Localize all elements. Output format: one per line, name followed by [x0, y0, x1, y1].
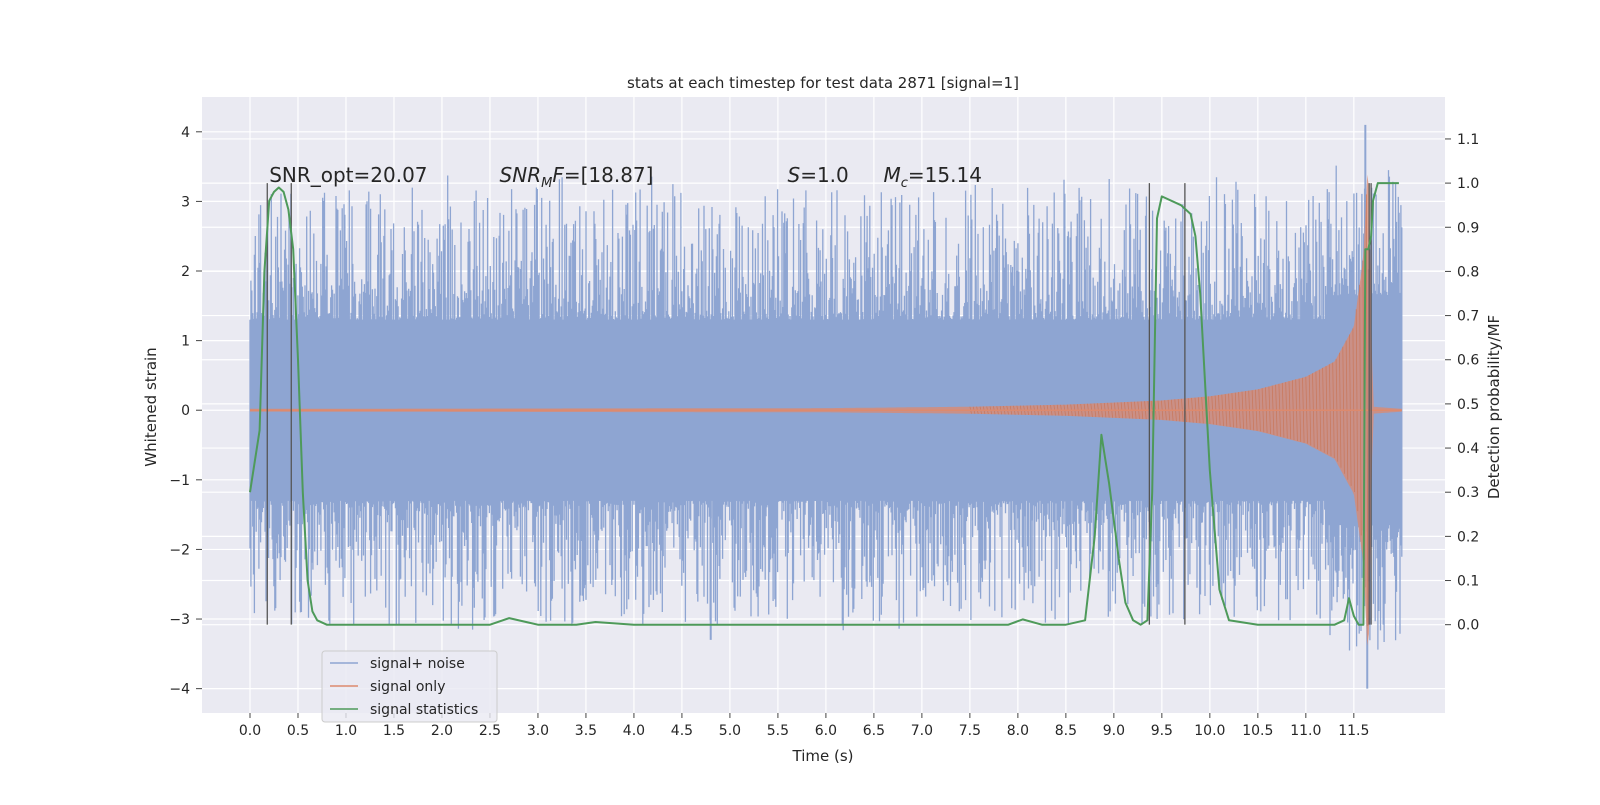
- x-tick-label: 11.5: [1338, 723, 1369, 739]
- x-tick-label: 0.5: [287, 723, 309, 739]
- x-tick-label: 2.5: [479, 723, 501, 739]
- x-tick-label: 10.5: [1242, 723, 1273, 739]
- y-right-tick-label: 0.5: [1457, 397, 1479, 413]
- series-signal-statistics: [249, 182, 1399, 626]
- annotation-1: SNRMF=[18.87]: [500, 163, 654, 191]
- y-left-tick-label: −3: [169, 612, 190, 628]
- y-left-tick-label: 0: [181, 403, 190, 419]
- y-right-tick-label: 0.2: [1457, 529, 1479, 545]
- y-left-tick-label: 1: [181, 334, 190, 350]
- y-right-tick-label: 1.1: [1457, 132, 1479, 148]
- y-axis-right-label: Detection probability/MF: [1485, 315, 1503, 499]
- y-left-tick-label: 2: [181, 264, 190, 280]
- legend-label-signal-statistics: signal statistics: [370, 702, 478, 718]
- series-signal-only: [249, 174, 1402, 646]
- x-tick-label: 7.0: [911, 723, 933, 739]
- y-left-tick-label: −2: [169, 542, 190, 558]
- x-tick-label: 1.0: [335, 723, 357, 739]
- x-tick-label: 4.0: [623, 723, 645, 739]
- x-tick-label: 3.0: [527, 723, 549, 739]
- x-tick-label: 10.0: [1194, 723, 1225, 739]
- y-left-tick-label: 4: [181, 125, 190, 141]
- x-axis-label: Time (s): [792, 747, 854, 765]
- y-left-tick-labels: 4 3 2 1 0 −1 −2 −3 −4: [169, 125, 202, 698]
- legend-label-signal-only: signal only: [370, 679, 445, 695]
- x-tick-label: 8.5: [1055, 723, 1077, 739]
- x-tick-label: 8.0: [1007, 723, 1029, 739]
- x-tick-label: 6.5: [863, 723, 885, 739]
- x-tick-label: 1.5: [383, 723, 405, 739]
- x-tick-label: 11.0: [1290, 723, 1321, 739]
- x-tick-label: 7.5: [959, 723, 981, 739]
- y-right-tick-label: 0.6: [1457, 353, 1479, 369]
- x-tick-label: 2.0: [431, 723, 453, 739]
- legend-label-signal-noise: signal+ noise: [370, 656, 465, 672]
- y-right-tick-label: 0.1: [1457, 574, 1479, 590]
- y-left-tick-label: 3: [181, 194, 190, 210]
- y-left-tick-label: −4: [169, 682, 190, 698]
- x-tick-labels: 0.0 0.5 1.0 1.5 2.0 2.5 3.0 3.5 4.0 4.5 5.0 5.5 6.0 6…: [239, 713, 1369, 739]
- legend: signal+ noise signal only signal statist…: [321, 650, 498, 723]
- y-right-tick-label: 0.9: [1457, 220, 1479, 236]
- x-tick-label: 5.0: [719, 723, 741, 739]
- x-tick-label: 9.5: [1151, 723, 1173, 739]
- annotations: SNR_opt=20.07 SNRMF=[18.87] S=1.0 Mc=15.14: [269, 163, 982, 191]
- x-tick-label: 4.5: [671, 723, 693, 739]
- y-right-tick-label: 0.8: [1457, 264, 1479, 280]
- y-right-tick-label: 1.0: [1457, 176, 1479, 192]
- y-right-tick-label: 0.4: [1457, 441, 1479, 457]
- legend-box: [321, 650, 498, 723]
- x-tick-label: 3.5: [575, 723, 597, 739]
- x-tick-label: 6.0: [815, 723, 837, 739]
- vertical-markers: [266, 183, 1372, 625]
- annotation-3: Mc=15.14: [883, 163, 981, 191]
- statistics-line: [249, 182, 1399, 626]
- annotation-2: S=1.0: [788, 163, 849, 187]
- y-left-tick-label: −1: [169, 473, 190, 489]
- y-right-tick-label: 0.7: [1457, 309, 1479, 325]
- x-tick-label: 5.5: [767, 723, 789, 739]
- chart-title: stats at each timestep for test data 287…: [627, 74, 1019, 92]
- y-right-tick-label: 0.0: [1457, 618, 1479, 634]
- y-axis-left-label: Whitened strain: [142, 347, 160, 466]
- y-right-tick-label: 0.3: [1457, 485, 1479, 501]
- x-tick-label: 0.0: [239, 723, 261, 739]
- y-right-tick-labels: 1.1 1.0 0.9 0.8 0.7 0.6 0.5 0.4 0.3 0.2 0.1 0.0: [1445, 132, 1479, 634]
- annotation-0: SNR_opt=20.07: [269, 163, 427, 187]
- x-tick-label: 9.0: [1103, 723, 1125, 739]
